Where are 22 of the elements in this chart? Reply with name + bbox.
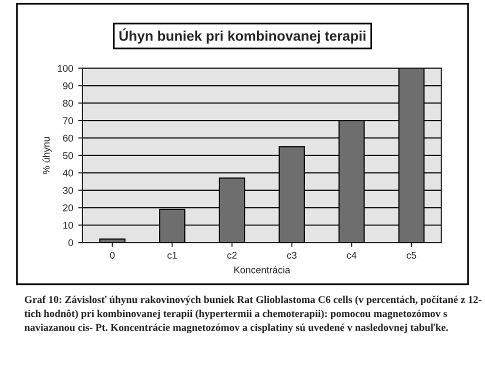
text: Graf 10: Závislosť úhynu rakovinových buniek Rat Glioblastoma C6 cells (v percentách, počítané z 12- tich hodnôt) pri kombinovanej terapii (hypertermii a chemoterapii): pomocou magnetozómov s naviazanou cis- Pt. Koncentrácie magnetozómov a cisplatiny sú uvedené v nasledovnej tabuľke. — [24, 296, 482, 334]
x-tick-label: 0 — [110, 252, 115, 259]
x-axis-title: Koncentrácia — [234, 266, 290, 274]
x-tick-label: c3 — [287, 252, 297, 259]
y-tick-label: 80 — [63, 100, 74, 107]
y-tick-label: 30 — [62, 186, 74, 194]
y-tick-label: 40 — [62, 170, 74, 176]
y-tick-label: 100 — [58, 64, 74, 72]
x-tick-label: c1 — [167, 252, 177, 259]
x-tick-label: c5 — [406, 252, 416, 259]
y-tick-label: 10 — [63, 222, 74, 229]
y-tick-label: 20 — [63, 204, 74, 212]
y-tick-label: 70 — [63, 117, 74, 124]
x-tick-label: c2 — [227, 252, 237, 259]
y-axis-title: % úhynu — [42, 137, 52, 174]
bar — [99, 238, 126, 243]
y-tick-label: 60 — [63, 134, 74, 142]
x-tick-label: c4 — [346, 252, 356, 259]
y-tick-label: 50 — [63, 152, 74, 160]
y-tick-label: 0 — [68, 239, 74, 246]
chart-title: Úhyn buniek pri kombinovanej terapii — [119, 28, 366, 44]
y-tick-label: 90 — [63, 82, 74, 90]
